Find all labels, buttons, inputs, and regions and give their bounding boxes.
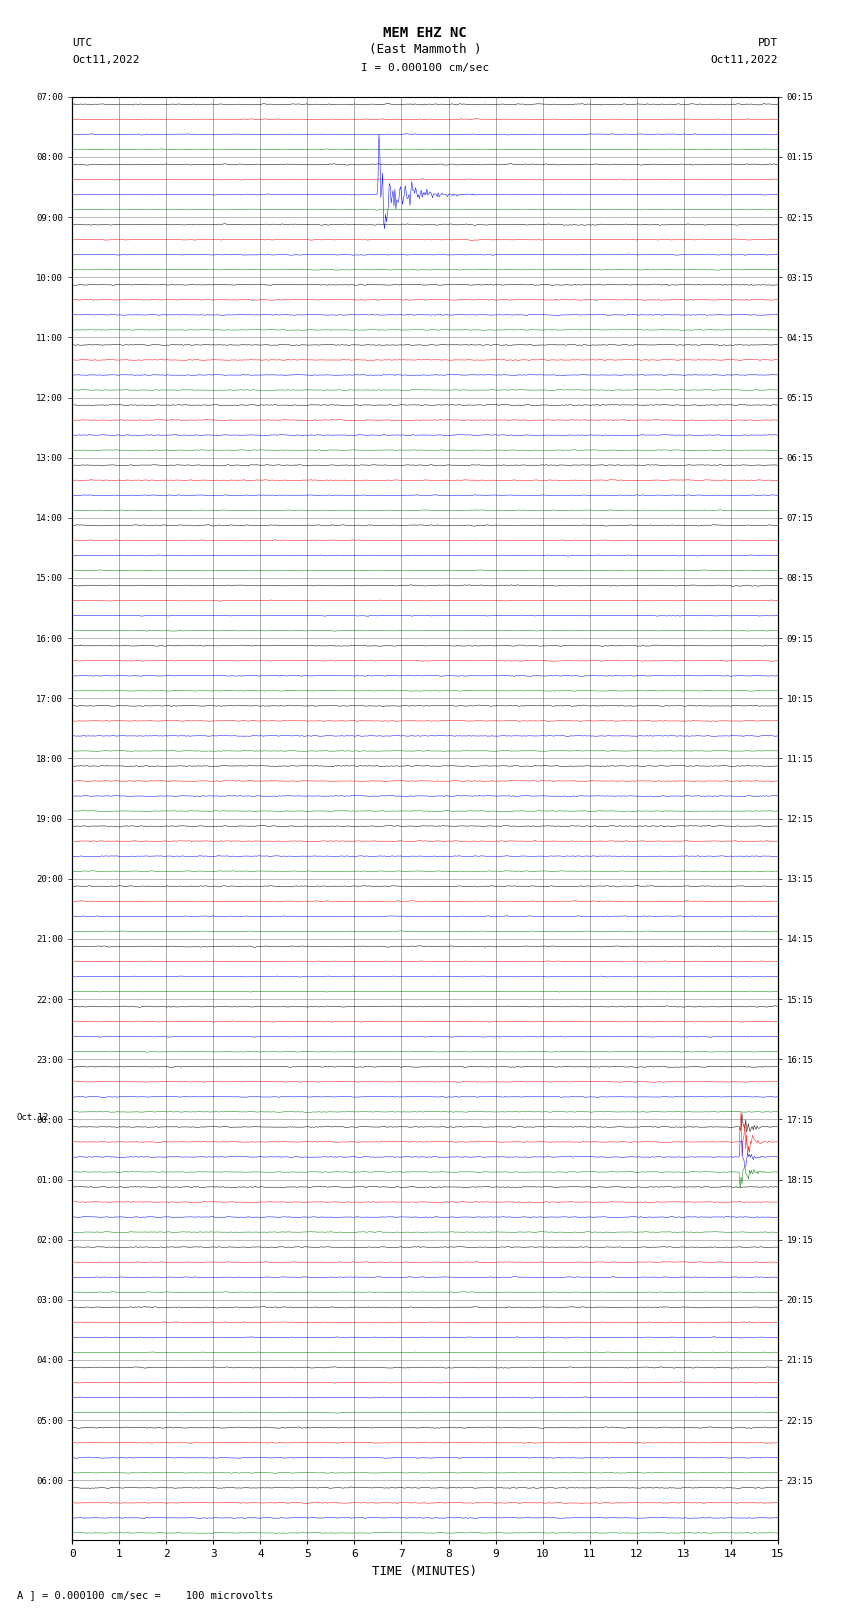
Text: Oct11,2022: Oct11,2022 [72,55,139,65]
Text: MEM EHZ NC: MEM EHZ NC [383,26,467,40]
Text: I = 0.000100 cm/sec: I = 0.000100 cm/sec [361,63,489,73]
Text: A ] = 0.000100 cm/sec =    100 microvolts: A ] = 0.000100 cm/sec = 100 microvolts [17,1590,273,1600]
Text: Oct.12: Oct.12 [16,1113,48,1121]
Text: UTC: UTC [72,39,93,48]
Text: Oct11,2022: Oct11,2022 [711,55,778,65]
Text: PDT: PDT [757,39,778,48]
X-axis label: TIME (MINUTES): TIME (MINUTES) [372,1565,478,1578]
Text: (East Mammoth ): (East Mammoth ) [369,44,481,56]
